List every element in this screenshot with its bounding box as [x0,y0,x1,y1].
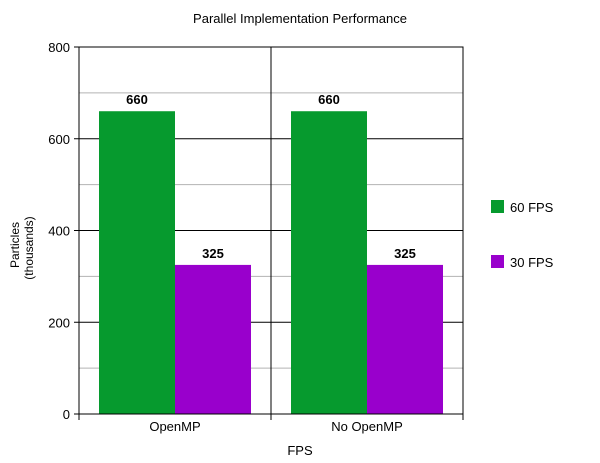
y-tick-label: 400 [48,224,70,239]
bars [99,111,443,414]
data-label: 660 [126,92,148,107]
bar [99,111,175,414]
legend-swatch [491,255,504,268]
legend-label: 30 FPS [510,255,554,270]
data-label: 325 [202,246,224,261]
y-axis-label-line1: Particles [8,222,22,268]
data-labels: 660 325 660 325 [126,92,416,261]
plot-frame [78,46,464,415]
axes: 0 200 400 600 800 OpenMP No OpenMP [48,40,464,434]
y-tick-label: 800 [48,40,70,55]
data-label: 325 [394,246,416,261]
x-tick-label: No OpenMP [331,419,403,434]
data-label: 660 [318,92,340,107]
legend-swatch [491,200,504,213]
chart-title: Parallel Implementation Performance [193,11,407,26]
y-axis-label-line2: (thousands) [22,216,36,279]
y-tick-label: 200 [48,315,70,330]
x-axis-label: FPS [287,443,313,458]
legend-label: 60 FPS [510,200,554,215]
bar [367,264,443,414]
y-tick-label: 0 [63,407,70,422]
x-tick-label: OpenMP [149,419,200,434]
bar [175,264,251,414]
legend: 60 FPS 30 FPS [491,200,554,270]
bar [291,111,367,414]
y-tick-label: 600 [48,132,70,147]
